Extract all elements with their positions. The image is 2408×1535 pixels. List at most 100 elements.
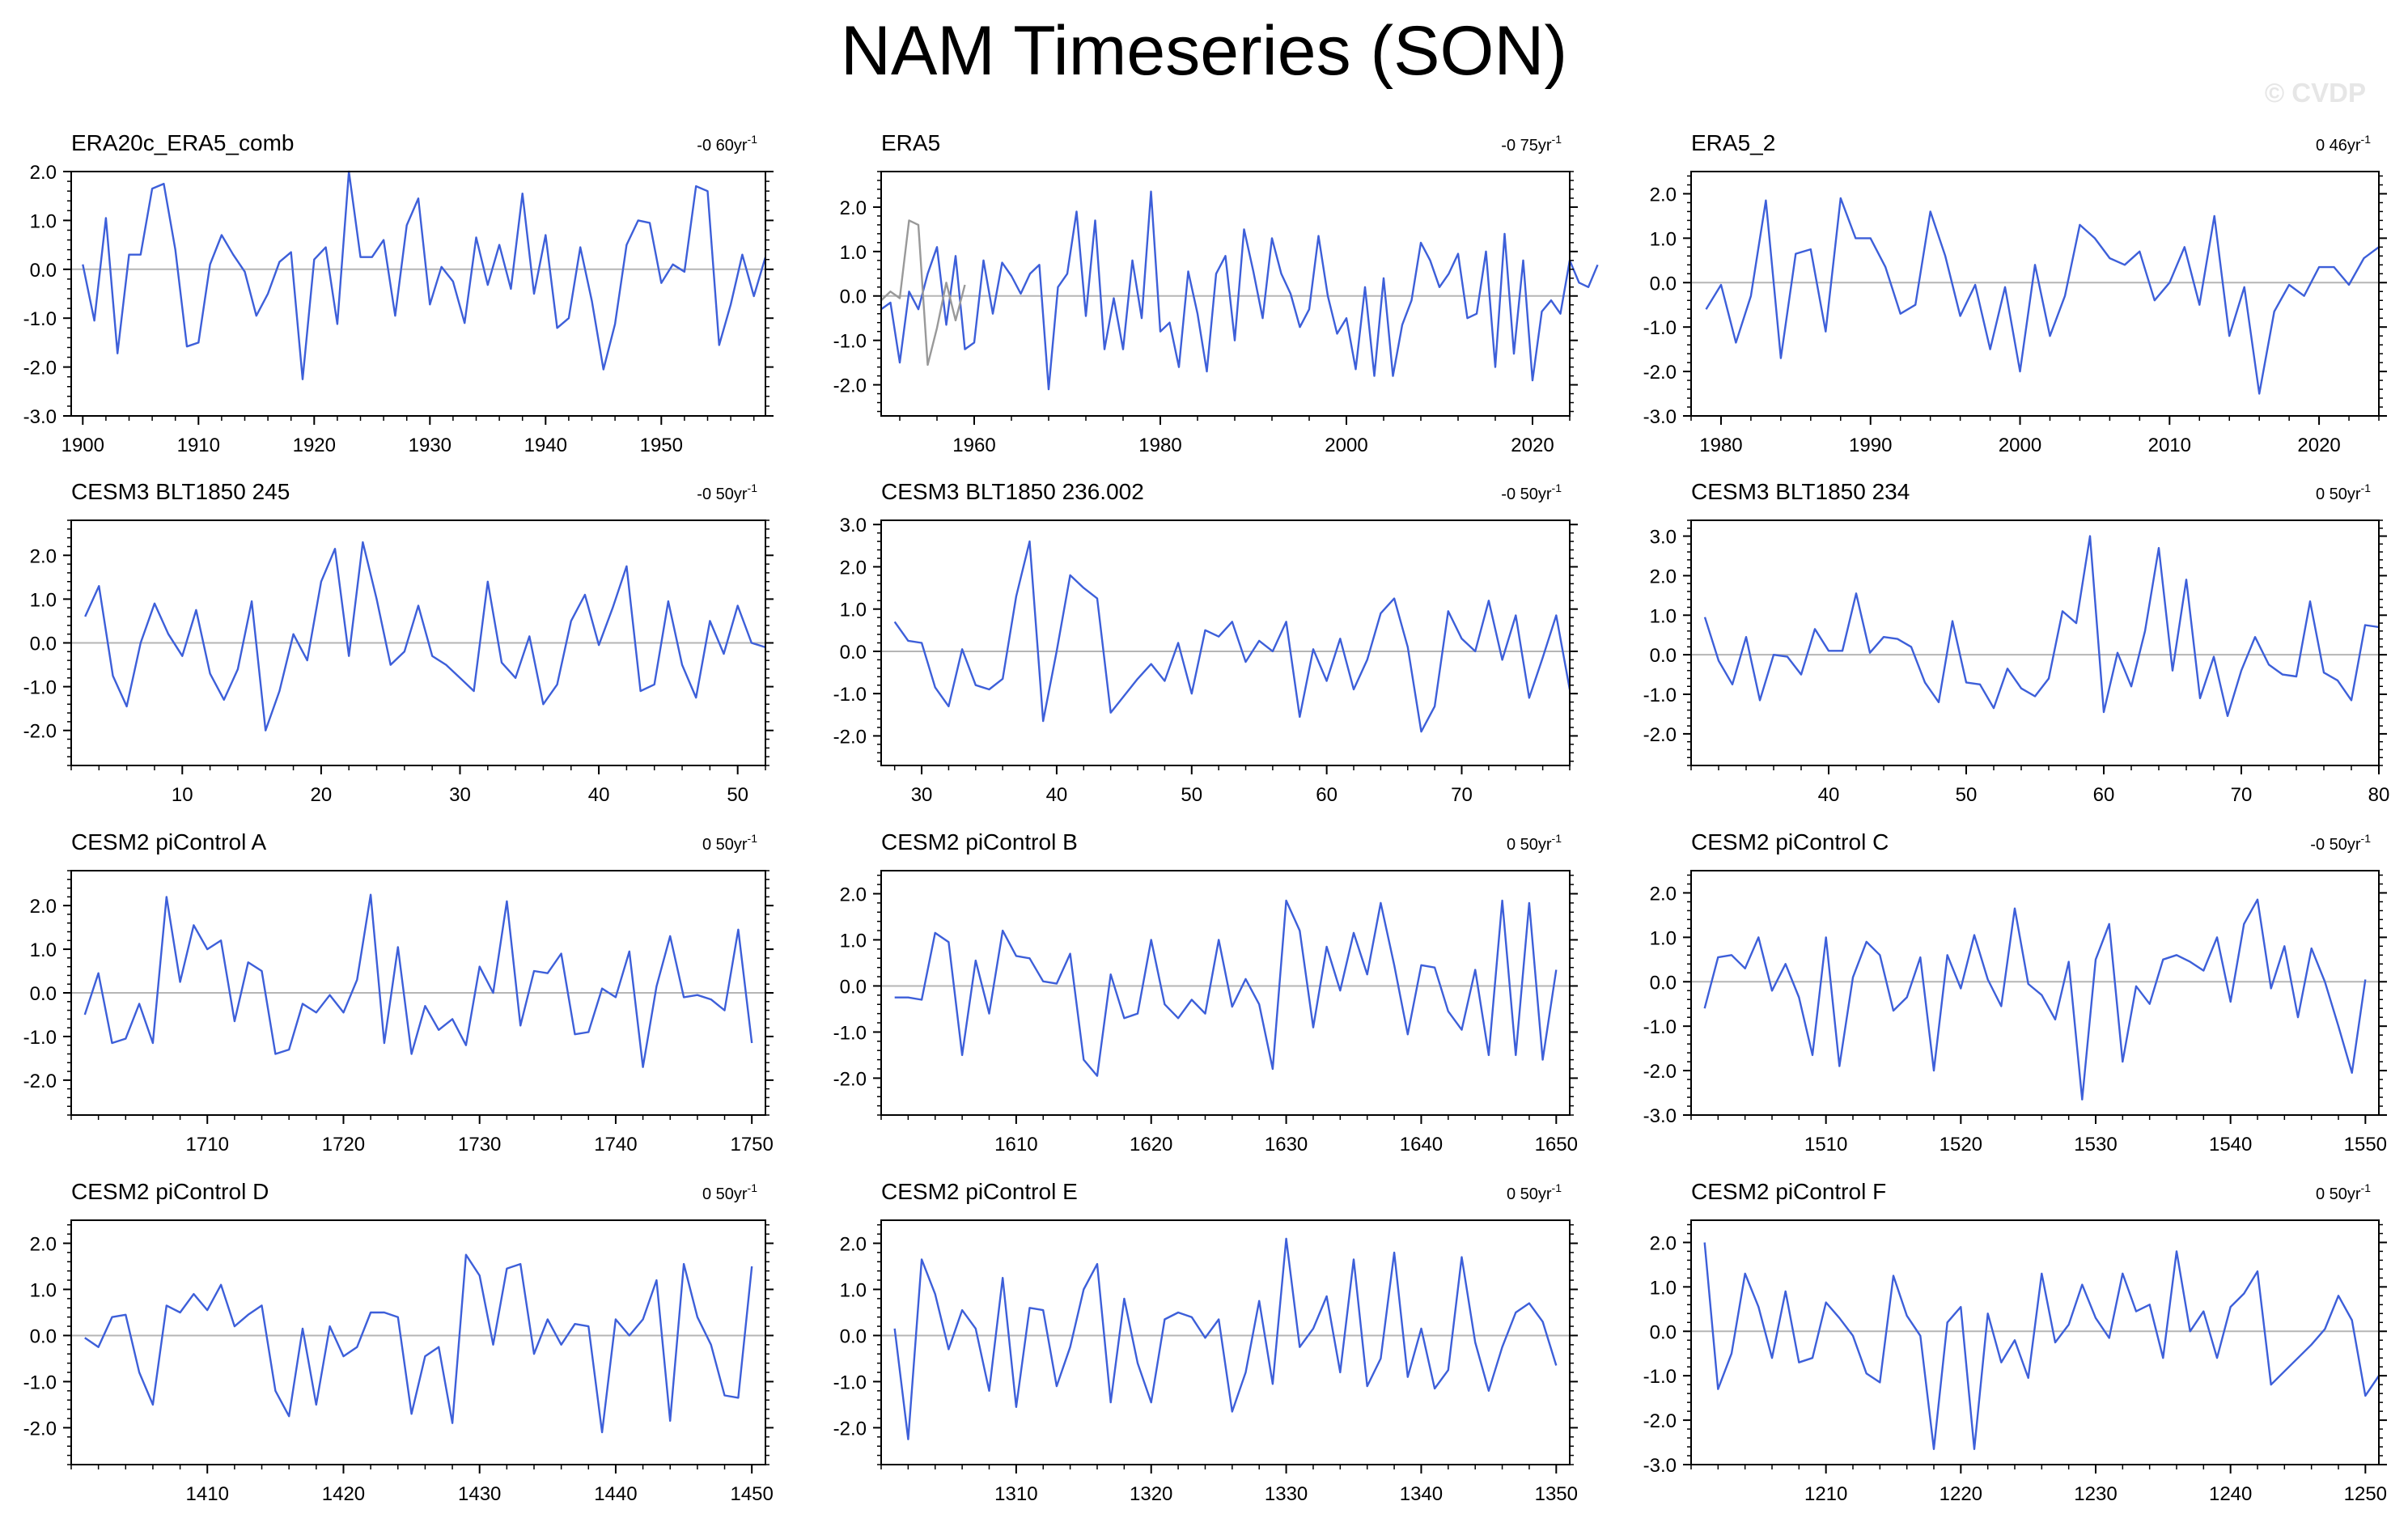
trend-superscript: -1	[748, 832, 758, 845]
series-line-1	[1705, 197, 2380, 395]
x-tick-label: 1650	[1535, 1134, 1578, 1155]
series-line-1	[1703, 898, 2367, 1101]
y-tick-label: -2.0	[833, 1418, 867, 1440]
x-tick-label: 2010	[2148, 435, 2191, 456]
x-tick-label: 60	[1316, 784, 1338, 806]
y-tick-label: -2.0	[23, 358, 57, 380]
y-tick-label: -2.0	[23, 1418, 57, 1440]
page-title: NAM Timeseries (SON)	[840, 12, 1568, 90]
x-tick-label: 30	[911, 784, 933, 806]
x-tick-label: 1310	[994, 1483, 1037, 1505]
x-tick-label: 1250	[2344, 1483, 2387, 1505]
trend-value: 0 46yr	[2316, 137, 2361, 155]
y-tick-label: -1.0	[23, 677, 57, 699]
panel-title: CESM2 piControl C	[1691, 829, 1889, 854]
x-tick-label: 2020	[2297, 435, 2340, 456]
panel-6: 3.0 2.0 1.0 0.0 -1.0 -2.0 40 50 60 70 80 CESM3 BLT1…	[1643, 479, 2390, 806]
y-tick-label: 1.0	[840, 1279, 867, 1301]
trend-label: 0 50yr-1	[702, 832, 757, 854]
y-tick-label: 1.0	[1650, 1277, 1677, 1299]
y-tick-label: 0.0	[840, 1325, 867, 1347]
panel-2: 2.0 1.0 0.0 -1.0 -2.0 1960 1980 2000 2020 ERA5 -0 …	[833, 130, 1599, 456]
y-tick-label: -1.0	[1643, 317, 1677, 339]
plot-frame	[1690, 171, 2380, 417]
y-tick-label: 0.0	[30, 260, 57, 282]
trend-label: 0 50yr-1	[2316, 481, 2371, 503]
trend-superscript: -1	[2361, 832, 2372, 845]
x-tick-label: 1340	[1400, 1483, 1443, 1505]
y-tick-label: 2.0	[1650, 1232, 1677, 1254]
trend-value: -0 75yr	[1501, 137, 1552, 155]
plot-frame	[880, 1219, 1571, 1465]
y-tick-label: 2.0	[840, 1233, 867, 1255]
trend-superscript: -1	[2361, 1181, 2372, 1194]
x-tick-label: 1450	[730, 1483, 773, 1505]
x-tick-label: 50	[1956, 784, 1978, 806]
panel-title: CESM2 piControl E	[881, 1179, 1078, 1204]
x-tick-label: 70	[2231, 784, 2253, 806]
x-tick-label: 1640	[1400, 1134, 1443, 1155]
y-tick-label: -3.0	[1643, 406, 1677, 428]
y-tick-label: -2.0	[1643, 362, 1677, 384]
y-tick-label: -1.0	[23, 308, 57, 330]
y-tick-label: 2.0	[30, 896, 57, 918]
y-tick-label: 2.0	[840, 197, 867, 219]
x-tick-label: 1420	[322, 1483, 365, 1505]
panel-5: 3.0 2.0 1.0 0.0 -1.0 -2.0 30 40 50 60 70 CESM3 BLT1…	[833, 479, 1578, 806]
x-tick-label: 20	[311, 784, 333, 806]
panel-7: 2.0 1.0 0.0 -1.0 -2.0 1710 1720 1730 1740 1750 CES…	[23, 829, 774, 1155]
x-tick-label: 1230	[2074, 1483, 2117, 1505]
series-line-1	[1703, 535, 2380, 718]
x-tick-label: 80	[2368, 784, 2390, 806]
x-tick-label: 1980	[1699, 435, 1742, 456]
y-tick-label: 1.0	[1650, 228, 1677, 250]
series-line-1	[893, 540, 1571, 733]
x-tick-label: 1320	[1130, 1483, 1172, 1505]
y-tick-label: -3.0	[1643, 1105, 1677, 1127]
x-tick-label: 30	[449, 784, 471, 806]
y-tick-label: -2.0	[833, 726, 867, 748]
x-tick-label: 1960	[952, 435, 995, 456]
y-tick-label: -2.0	[1643, 1410, 1677, 1432]
y-tick-label: -1.0	[1643, 685, 1677, 706]
trend-superscript: -1	[1552, 133, 1562, 146]
trend-value: 0 50yr	[2316, 486, 2361, 503]
x-tick-label: 1720	[322, 1134, 365, 1155]
series-line-1	[84, 1253, 753, 1434]
panel-3: 2.0 1.0 0.0 -1.0 -2.0 -3.0 1980 1990 2000 2010 202…	[1643, 130, 2387, 456]
y-tick-label: 2.0	[30, 545, 57, 567]
y-tick-label: -2.0	[23, 721, 57, 743]
panel-title: ERA5_2	[1691, 130, 1775, 155]
panel-8: 2.0 1.0 0.0 -1.0 -2.0 1610 1620 1630 1640 1650 CES…	[833, 829, 1578, 1155]
y-tick-label: -1.0	[833, 1022, 867, 1044]
x-tick-label: 1900	[61, 435, 104, 456]
trend-label: 0 46yr-1	[2316, 133, 2371, 155]
panel-title: CESM3 BLT1850 245	[71, 479, 290, 504]
x-tick-label: 1630	[1265, 1134, 1308, 1155]
x-tick-label: 2020	[1511, 435, 1554, 456]
trend-superscript: -1	[748, 133, 758, 146]
trend-label: -0 60yr-1	[697, 133, 757, 155]
plot-frame	[1690, 870, 2380, 1116]
plot-frame	[880, 171, 1571, 417]
x-tick-label: 1240	[2209, 1483, 2252, 1505]
x-tick-label: 40	[1046, 784, 1068, 806]
series-line-1	[880, 190, 1599, 391]
panel-12: 2.0 1.0 0.0 -1.0 -2.0 -3.0 1210 1220 1230 1240 125…	[1643, 1179, 2387, 1505]
plot-frame	[1690, 1219, 2380, 1465]
x-tick-label: 1350	[1535, 1483, 1578, 1505]
plot-frame	[880, 870, 1571, 1116]
trend-value: -0 60yr	[697, 137, 748, 155]
trend-label: 0 50yr-1	[2316, 1181, 2371, 1203]
trend-superscript: -1	[1552, 481, 1562, 494]
series-line-1	[83, 893, 753, 1068]
panel-10: 2.0 1.0 0.0 -1.0 -2.0 1410 1420 1430 1440 1450 CES…	[23, 1179, 774, 1505]
x-tick-label: 40	[588, 784, 610, 806]
x-tick-label: 40	[1818, 784, 1840, 806]
x-tick-label: 1740	[594, 1134, 637, 1155]
y-tick-label: -2.0	[1643, 724, 1677, 746]
x-tick-label: 2000	[1999, 435, 2041, 456]
y-tick-label: -1.0	[23, 1027, 57, 1049]
x-tick-label: 1550	[2344, 1134, 2387, 1155]
